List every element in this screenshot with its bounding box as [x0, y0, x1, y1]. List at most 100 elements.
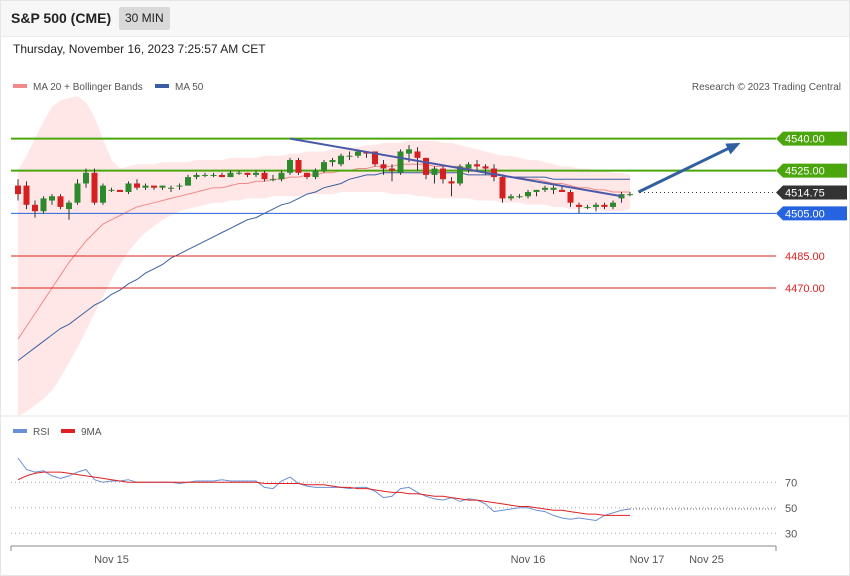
level-label: 4514.75 — [785, 188, 825, 200]
candle — [593, 202, 599, 212]
rsi-line — [17, 457, 631, 522]
candles-layer — [15, 145, 633, 220]
copyright-text: Research © 2023 Trading Central — [692, 82, 841, 93]
candle — [474, 160, 480, 171]
legend-label-9ma: 9MA — [81, 427, 102, 438]
candle-body — [627, 194, 633, 196]
legend-swatch-ma50 — [155, 84, 169, 88]
legend-label-ma50: MA 50 — [175, 82, 204, 93]
level-tag — [776, 163, 847, 178]
candle-body — [372, 151, 378, 165]
candle-body — [508, 196, 514, 199]
x-tick-label: Nov 15 — [94, 554, 129, 566]
candle — [567, 189, 574, 207]
candle-body — [295, 160, 302, 173]
candle — [516, 194, 523, 199]
x-axis — [10, 545, 777, 551]
candle-body — [601, 204, 608, 207]
candle — [185, 174, 191, 186]
level-label: 4525.00 — [785, 166, 825, 178]
candle — [338, 153, 344, 167]
candle — [227, 170, 234, 178]
candle-body — [533, 189, 540, 192]
rsi-tick-label-50: 50 — [785, 503, 797, 515]
datetime-stamp: Thursday, November 16, 2023 7:25:57 AM C… — [13, 42, 266, 56]
candle-body — [465, 164, 472, 169]
candle — [74, 179, 81, 205]
candle — [346, 151, 353, 160]
legend-label-rsi: RSI — [33, 427, 50, 438]
bollinger-band-fill — [18, 96, 630, 416]
candle — [57, 194, 64, 210]
candle-body — [202, 174, 208, 176]
candle — [397, 149, 404, 175]
candle — [261, 170, 268, 182]
candle — [40, 196, 47, 214]
x-tick-label: Nov 17 — [630, 554, 665, 566]
9ma-line — [17, 471, 630, 516]
level-label: 4505.00 — [785, 208, 825, 220]
candle-body — [49, 196, 55, 201]
level-label: 4485.00 — [785, 251, 825, 263]
candle-body — [542, 187, 548, 190]
candle-body — [499, 177, 506, 199]
candle-body — [23, 185, 30, 205]
x-tick-label: Nov 16 — [511, 554, 546, 566]
candle — [414, 147, 421, 171]
candle — [491, 164, 497, 182]
candle-body — [278, 172, 285, 180]
level-label: 4470.00 — [785, 283, 825, 295]
level-tag — [776, 185, 847, 200]
candle-body — [338, 155, 344, 165]
candle — [448, 177, 455, 197]
candle — [236, 170, 242, 175]
candle — [312, 168, 319, 180]
candle-body — [457, 166, 463, 184]
candle — [321, 160, 327, 173]
candle-body — [210, 174, 217, 176]
trend-layer — [289, 137, 741, 198]
candle-body — [516, 196, 523, 198]
candle-body — [253, 172, 259, 175]
candle-body — [134, 183, 140, 188]
candle — [49, 194, 55, 205]
x-labels-layer: Nov 15 Nov 16 Nov 17 Nov 25 — [94, 554, 724, 566]
interval-button[interactable]: 30 MIN — [119, 7, 170, 30]
candle-body — [406, 149, 412, 154]
candle-body — [329, 160, 336, 163]
candle-body — [32, 204, 38, 212]
candle — [287, 157, 293, 175]
candle — [253, 170, 259, 178]
rsi-tick-label-70: 70 — [785, 477, 797, 489]
candle-body — [448, 181, 455, 184]
rsi-tick-label-30: 30 — [785, 528, 797, 540]
candle — [465, 162, 472, 173]
candle — [542, 185, 548, 192]
candle — [108, 187, 115, 192]
candle-body — [610, 202, 616, 207]
candle-body — [261, 172, 268, 180]
candle — [210, 172, 217, 178]
candle — [329, 157, 336, 167]
bollinger-layer — [18, 96, 630, 416]
level-tag — [776, 206, 847, 221]
candle-body — [491, 168, 497, 178]
candle-body — [304, 172, 310, 178]
candle — [627, 192, 633, 197]
candle-body — [40, 198, 47, 212]
legend-swatch-9ma — [61, 429, 75, 433]
level-support-5: 4470.00 — [11, 283, 825, 295]
candle — [202, 172, 208, 178]
candle-body — [159, 185, 166, 188]
legend-label-ma20: MA 20 + Bollinger Bands — [33, 82, 143, 93]
candle — [389, 164, 395, 182]
candle — [193, 172, 200, 180]
instrument-title: S&P 500 (CME) — [11, 10, 112, 26]
main-legend: MA 20 + Bollinger Bands MA 50 — [13, 82, 204, 93]
candle — [159, 185, 166, 190]
candle — [584, 204, 591, 210]
candle — [176, 183, 183, 190]
candle — [550, 185, 557, 195]
